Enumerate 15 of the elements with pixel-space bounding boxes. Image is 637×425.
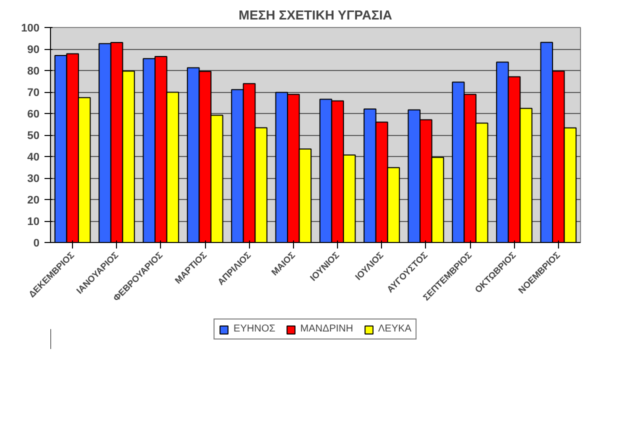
y-tick-label: 80 <box>27 66 40 78</box>
y-tick-label: 40 <box>27 152 40 164</box>
y-tick-label: 50 <box>27 130 40 142</box>
chart-title: ΜΕΣΗ ΣΧΕΤΙΚΗ ΥΓΡΑΣΙΑ <box>238 8 393 22</box>
y-tick-label: 30 <box>27 173 40 185</box>
y-tick-label: 10 <box>27 216 40 228</box>
y-tick-label: 90 <box>27 44 40 56</box>
legend-label: ΜΑΝΔΡΙΝΗ <box>300 324 354 334</box>
y-tick-label: 0 <box>33 238 40 250</box>
legend-label: ΕΥΗΝΟΣ <box>234 324 276 334</box>
y-tick-label: 100 <box>21 22 40 34</box>
y-tick-label: 60 <box>27 108 40 120</box>
y-tick-label: 70 <box>27 87 40 99</box>
y-tick-label: 20 <box>27 194 40 206</box>
legend-label: ΛΕΥΚΑ <box>378 324 412 334</box>
